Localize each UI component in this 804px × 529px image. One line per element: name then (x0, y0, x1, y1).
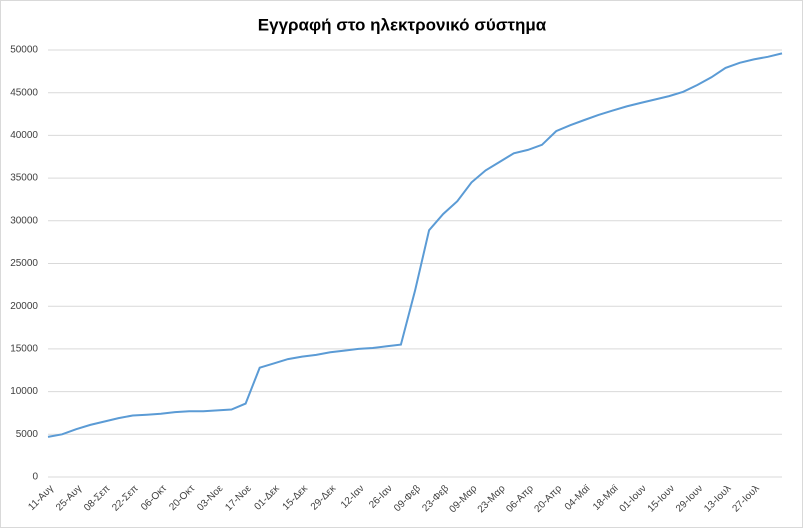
line (47, 52, 783, 438)
y-tick-label: 5000 (16, 429, 39, 440)
y-tick-label: 20000 (10, 301, 38, 312)
y-tick-label: 35000 (10, 173, 38, 184)
chart-title: Εγγραφή στο ηλεκτρονικό σύστημα (258, 15, 547, 34)
y-tick-label: 15000 (10, 344, 38, 355)
y-tick-label: 40000 (10, 130, 38, 141)
y-tick-label: 50000 (10, 45, 38, 56)
y-tick-label: 0 (32, 472, 38, 483)
y-tick-label: 25000 (10, 258, 38, 269)
y-tick-label: 10000 (10, 386, 38, 397)
y-tick-label: 45000 (10, 87, 38, 98)
y-tick-label: 30000 (10, 215, 38, 226)
